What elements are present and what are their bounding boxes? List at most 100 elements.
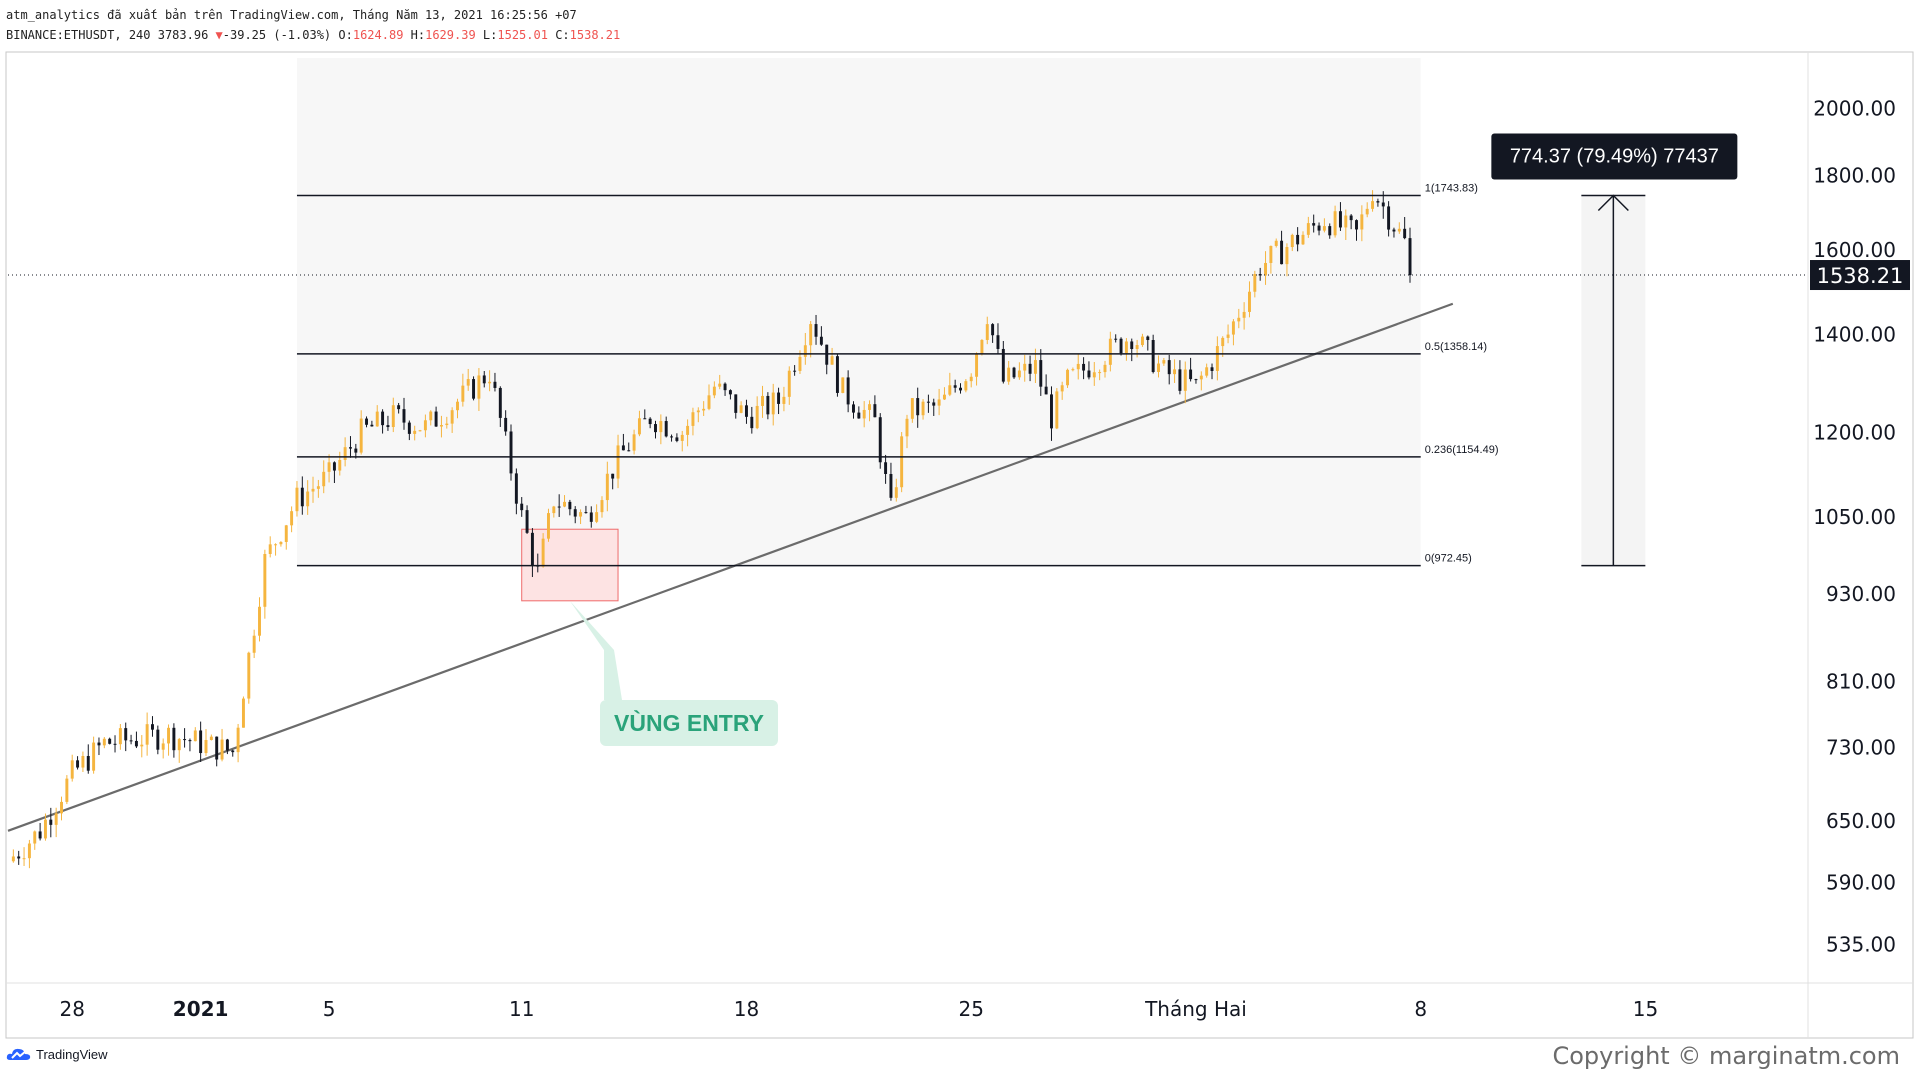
x-tick-label: 5 — [323, 997, 336, 1021]
candle-body — [659, 421, 663, 433]
y-tick-label: 730.00 — [1826, 735, 1896, 759]
tradingview-logo[interactable]: TradingView — [6, 1046, 108, 1062]
candle-body — [140, 744, 144, 747]
candle-body — [520, 503, 524, 511]
candle-body — [188, 740, 192, 742]
candle-body — [177, 739, 181, 751]
measure-label: 774.37 (79.49%) 77437 — [1510, 145, 1719, 167]
candle-body — [60, 801, 63, 814]
callout-pointer — [569, 600, 622, 700]
candle-body — [1408, 238, 1412, 276]
candle-body — [1114, 338, 1118, 340]
candle-body — [284, 525, 288, 542]
candle-body — [841, 377, 845, 393]
candle-body — [129, 740, 133, 742]
candle-body — [798, 356, 802, 371]
fib-band — [296, 58, 1421, 566]
price-change: -39.25 (-1.03%) — [222, 28, 332, 42]
candle-body — [1082, 363, 1086, 371]
candle-body — [236, 727, 240, 753]
candle-body — [365, 418, 369, 425]
symbol: BINANCE:ETHUSDT, 240 — [6, 28, 151, 42]
last-price-badge — [1810, 260, 1910, 291]
candle-body — [509, 431, 513, 474]
trendline — [7, 302, 1454, 832]
x-tick-label: Tháng Hai — [1144, 997, 1247, 1021]
candle-body — [33, 831, 37, 844]
candle-body — [1130, 341, 1134, 350]
candle-body — [1071, 369, 1075, 371]
candle-body — [514, 473, 518, 504]
candle-body — [215, 736, 219, 760]
candle-body — [589, 512, 593, 522]
candle-body — [814, 324, 818, 337]
candle-body — [167, 727, 171, 744]
candle-body — [306, 491, 310, 507]
x-tick-label: 2021 — [173, 997, 229, 1021]
candle-body — [38, 831, 42, 839]
candle-body — [793, 370, 797, 372]
candle-body — [948, 385, 952, 395]
candle-body — [1199, 375, 1203, 380]
candle-body — [252, 635, 256, 653]
x-tick-label: 25 — [958, 997, 983, 1021]
candle-body — [1248, 291, 1251, 312]
candle-body — [439, 425, 443, 427]
y-tick-label: 1800.00 — [1813, 163, 1896, 187]
candle-body — [466, 379, 470, 386]
cloud-icon — [6, 1048, 31, 1060]
candle-body — [755, 405, 759, 429]
candle-body — [616, 445, 620, 479]
candle-body — [1397, 228, 1401, 232]
candle-body — [782, 396, 786, 404]
candle-body — [873, 404, 877, 418]
candle-body — [680, 434, 684, 441]
candle-body — [643, 418, 647, 420]
candle-body — [349, 447, 352, 449]
candle-body — [1001, 348, 1005, 382]
high-value: 1629.39 — [425, 28, 476, 42]
fib-level-label: 0.236(1154.49) — [1425, 444, 1499, 456]
candle-body — [1242, 311, 1246, 318]
candle-body — [54, 813, 58, 825]
candle-body — [461, 385, 465, 402]
candle-body — [70, 760, 74, 779]
candle-body — [664, 421, 668, 437]
candle-body — [1264, 262, 1268, 276]
candle-body — [1381, 202, 1385, 207]
candle-body — [1392, 229, 1396, 232]
open-value: 1624.89 — [352, 28, 404, 42]
y-tick-label: 650.00 — [1826, 809, 1896, 833]
candle-body — [761, 395, 764, 406]
candle-body — [231, 750, 235, 753]
candle-body — [161, 743, 165, 750]
candle-body — [199, 730, 203, 754]
candle-body — [905, 418, 909, 437]
candle-body — [627, 450, 631, 452]
x-tick-label: 18 — [734, 997, 759, 1021]
candle-body — [322, 471, 326, 487]
last-price: 3783.96 — [157, 28, 209, 42]
low-label: L: — [482, 28, 498, 42]
candle-body — [434, 411, 438, 427]
candle-body — [868, 404, 872, 410]
candle-body — [359, 418, 363, 453]
candle-body — [488, 381, 492, 384]
candle-body — [568, 501, 572, 510]
candle-body — [766, 395, 770, 415]
candle-body — [1060, 385, 1064, 392]
candle-body — [878, 417, 882, 463]
candle-body — [134, 740, 138, 747]
candle-body — [1403, 228, 1407, 239]
candle-body — [557, 506, 561, 508]
candle-body — [857, 412, 861, 419]
candle-body — [1028, 363, 1032, 374]
arrow-up-icon — [1597, 194, 1629, 212]
candle-body — [696, 410, 700, 413]
y-tick-label: 1400.00 — [1813, 323, 1896, 347]
candle-body — [889, 473, 893, 498]
candle-body — [691, 412, 695, 426]
candle-body — [1290, 234, 1294, 248]
candle-body — [1146, 336, 1150, 341]
